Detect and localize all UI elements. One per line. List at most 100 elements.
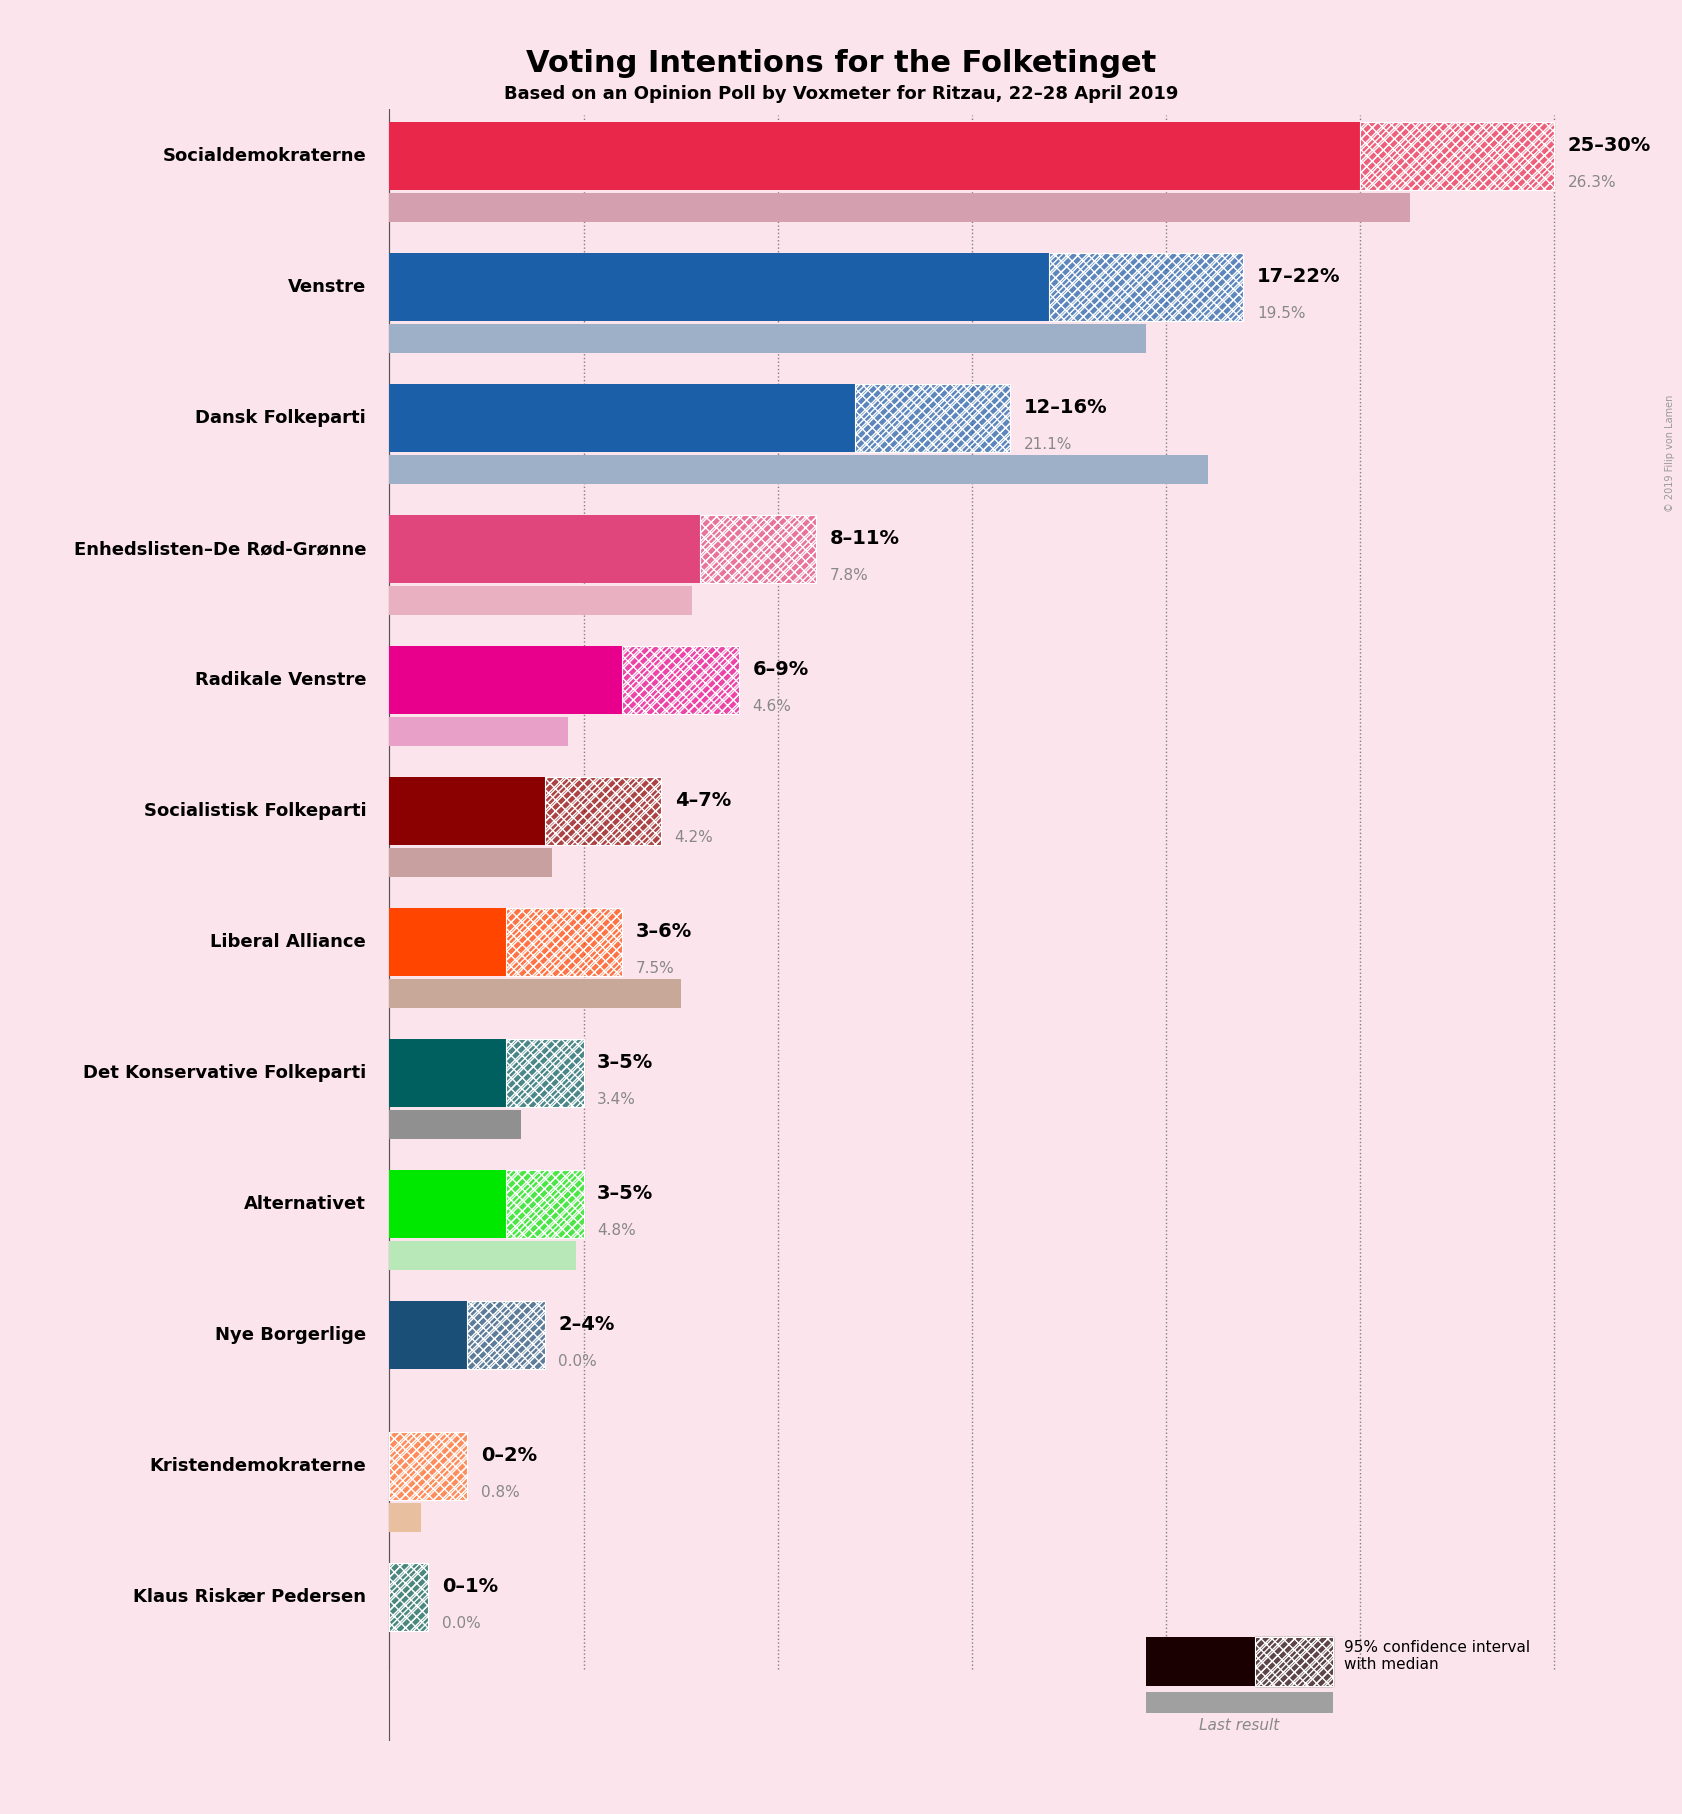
- Bar: [700, 515, 816, 582]
- Bar: [390, 122, 1359, 190]
- Text: 4.8%: 4.8%: [597, 1223, 636, 1237]
- Bar: [700, 515, 816, 582]
- Text: 3–5%: 3–5%: [597, 1054, 653, 1072]
- Text: Liberal Alliance: Liberal Alliance: [210, 932, 367, 951]
- Bar: [700, 515, 816, 582]
- Bar: [1050, 252, 1243, 321]
- Text: 8–11%: 8–11%: [829, 530, 900, 548]
- Bar: [390, 1564, 429, 1631]
- Bar: [390, 455, 1208, 484]
- Text: 3.4%: 3.4%: [597, 1092, 636, 1107]
- Bar: [390, 847, 552, 876]
- Bar: [390, 1433, 468, 1500]
- Text: 0–1%: 0–1%: [442, 1578, 498, 1596]
- Bar: [506, 1039, 584, 1107]
- Text: Venstre: Venstre: [288, 278, 367, 296]
- Bar: [390, 252, 1050, 321]
- Text: 0.8%: 0.8%: [481, 1486, 520, 1500]
- Bar: [390, 1504, 420, 1531]
- Text: 3–6%: 3–6%: [636, 922, 693, 941]
- Bar: [390, 717, 569, 746]
- Bar: [854, 385, 1011, 452]
- Bar: [468, 1301, 545, 1370]
- Text: Voting Intentions for the Folketinget: Voting Intentions for the Folketinget: [526, 49, 1156, 78]
- Bar: [390, 1241, 575, 1270]
- Bar: [1255, 1636, 1332, 1687]
- Text: 0.0%: 0.0%: [558, 1353, 597, 1370]
- Text: © 2019 Filip von Lamen: © 2019 Filip von Lamen: [1665, 395, 1675, 512]
- Bar: [390, 1433, 468, 1500]
- Bar: [390, 1301, 468, 1370]
- Bar: [506, 1170, 584, 1239]
- Bar: [390, 385, 854, 452]
- Bar: [1050, 252, 1243, 321]
- Bar: [854, 385, 1011, 452]
- Text: 19.5%: 19.5%: [1256, 307, 1305, 321]
- Bar: [390, 1564, 429, 1631]
- Bar: [468, 1301, 545, 1370]
- Bar: [506, 1170, 584, 1239]
- Bar: [506, 909, 622, 976]
- Bar: [545, 776, 661, 845]
- Text: 95% confidence interval
with median: 95% confidence interval with median: [1344, 1640, 1531, 1673]
- Text: Kristendemokraterne: Kristendemokraterne: [150, 1457, 367, 1475]
- Bar: [1255, 1636, 1332, 1687]
- Bar: [390, 1170, 506, 1239]
- Text: 0–2%: 0–2%: [481, 1446, 537, 1466]
- Text: Nye Borgerlige: Nye Borgerlige: [215, 1326, 367, 1344]
- Text: 4.6%: 4.6%: [752, 698, 791, 715]
- Bar: [622, 646, 738, 715]
- Bar: [390, 1110, 521, 1139]
- Bar: [622, 646, 738, 715]
- Text: 6–9%: 6–9%: [752, 660, 809, 678]
- Text: 17–22%: 17–22%: [1256, 267, 1341, 287]
- Bar: [390, 776, 545, 845]
- Bar: [545, 776, 661, 845]
- Bar: [1255, 1636, 1332, 1687]
- Bar: [390, 1564, 429, 1631]
- Bar: [506, 1170, 584, 1239]
- Text: 2–4%: 2–4%: [558, 1315, 614, 1335]
- Bar: [390, 1433, 468, 1500]
- Bar: [1050, 252, 1243, 321]
- Bar: [390, 192, 1410, 221]
- Text: 3–5%: 3–5%: [597, 1185, 653, 1203]
- Bar: [390, 515, 700, 582]
- Bar: [390, 586, 693, 615]
- Bar: [1359, 122, 1554, 190]
- Bar: [468, 1301, 545, 1370]
- Text: Enhedslisten–De Rød-Grønne: Enhedslisten–De Rød-Grønne: [74, 541, 367, 559]
- Bar: [1147, 1692, 1332, 1712]
- Text: 4.2%: 4.2%: [674, 829, 713, 845]
- Text: 7.5%: 7.5%: [636, 961, 674, 976]
- Bar: [545, 776, 661, 845]
- Bar: [506, 1039, 584, 1107]
- Text: Det Konservative Folkeparti: Det Konservative Folkeparti: [82, 1065, 367, 1083]
- Text: Socialdemokraterne: Socialdemokraterne: [163, 147, 367, 165]
- Text: Based on an Opinion Poll by Voxmeter for Ritzau, 22–28 April 2019: Based on an Opinion Poll by Voxmeter for…: [505, 85, 1177, 103]
- Text: Klaus Riskær Pedersen: Klaus Riskær Pedersen: [133, 1589, 367, 1607]
- Bar: [622, 646, 738, 715]
- Text: Dansk Folkeparti: Dansk Folkeparti: [195, 410, 367, 426]
- Text: Radikale Venstre: Radikale Venstre: [195, 671, 367, 689]
- Bar: [506, 909, 622, 976]
- Bar: [506, 909, 622, 976]
- Bar: [1359, 122, 1554, 190]
- Bar: [506, 1039, 584, 1107]
- Bar: [390, 1039, 506, 1107]
- Bar: [390, 980, 681, 1009]
- Text: Alternativet: Alternativet: [244, 1195, 367, 1214]
- Text: 25–30%: 25–30%: [1568, 136, 1650, 154]
- Text: 0.0%: 0.0%: [442, 1616, 481, 1631]
- Bar: [390, 909, 506, 976]
- Bar: [390, 323, 1147, 352]
- Text: Socialistisk Folkeparti: Socialistisk Folkeparti: [143, 802, 367, 820]
- Text: 12–16%: 12–16%: [1024, 397, 1108, 417]
- Text: 4–7%: 4–7%: [674, 791, 732, 811]
- Bar: [1147, 1636, 1255, 1687]
- Text: 21.1%: 21.1%: [1024, 437, 1073, 452]
- Text: 26.3%: 26.3%: [1568, 174, 1616, 190]
- Bar: [390, 646, 622, 715]
- Text: Last result: Last result: [1199, 1718, 1280, 1732]
- Bar: [854, 385, 1011, 452]
